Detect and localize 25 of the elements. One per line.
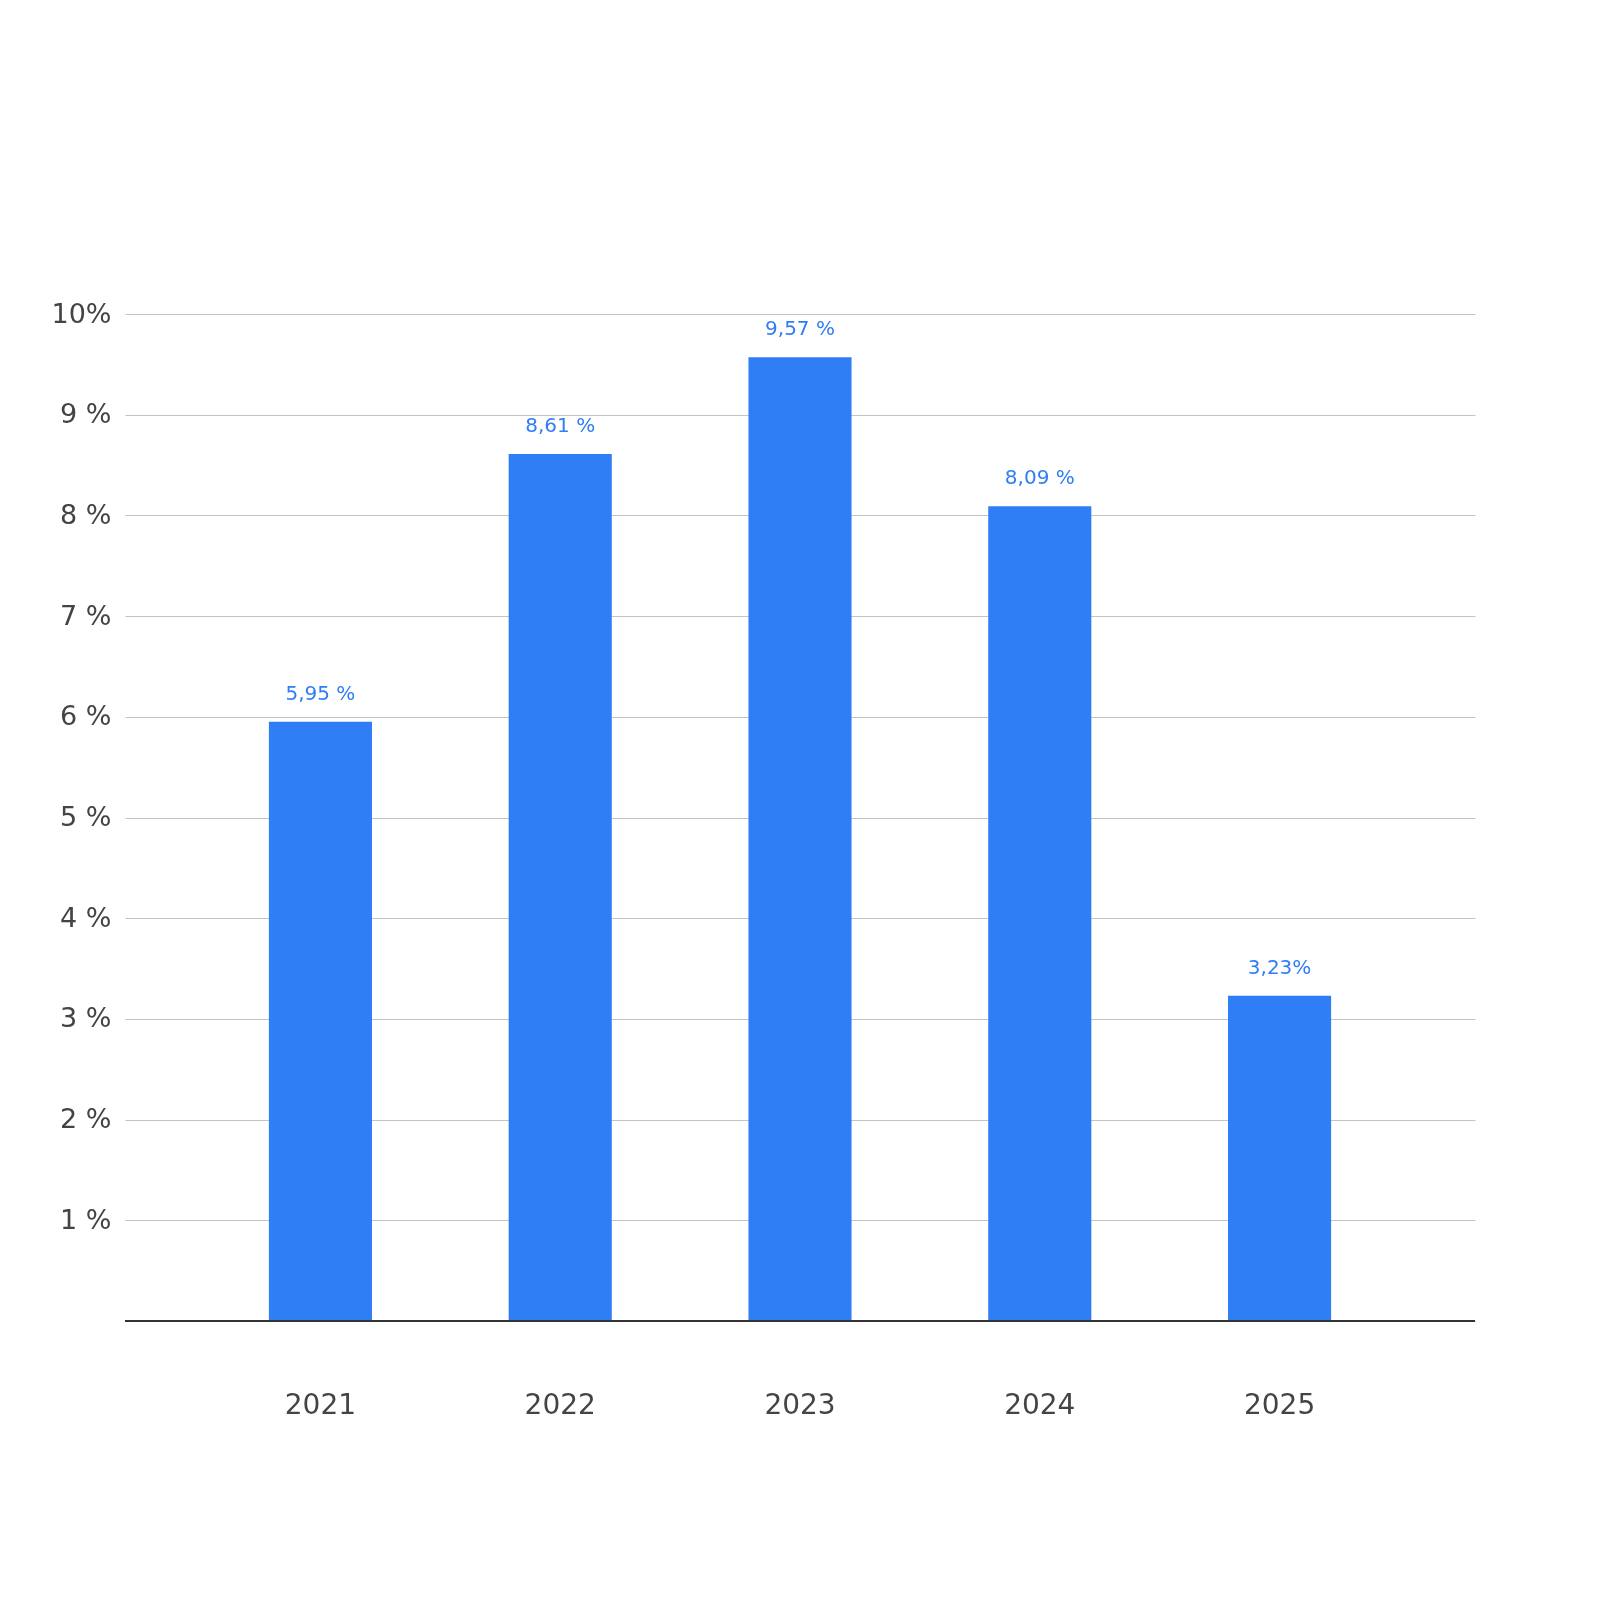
y-tick-label: 9 % <box>60 398 112 430</box>
data-label: 8,61 % <box>525 412 596 437</box>
bar <box>1228 995 1332 1321</box>
y-tick-label: 8 % <box>60 498 112 530</box>
bar <box>268 721 372 1321</box>
x-tick-label: 2022 <box>524 1387 596 1421</box>
y-tick-label: 1 % <box>60 1203 112 1235</box>
y-tick-label: 2 % <box>60 1103 112 1135</box>
data-label: 9,57 % <box>765 316 835 341</box>
data-label: 5,95 % <box>285 680 356 705</box>
y-tick-label: 6 % <box>60 700 112 732</box>
bar <box>988 506 1092 1321</box>
bar <box>748 357 852 1321</box>
data-label: 3,23% <box>1247 954 1312 979</box>
bar <box>508 453 612 1321</box>
x-tick-label: 2023 <box>764 1387 836 1421</box>
y-tick-label: 4 % <box>60 901 112 933</box>
y-tick-label: 10% <box>51 297 112 329</box>
y-tick-label: 7 % <box>60 599 112 631</box>
y-tick-label: 5 % <box>60 801 112 832</box>
data-label: 8,09 % <box>1004 465 1075 490</box>
x-tick-label: 2021 <box>284 1387 357 1421</box>
x-tick-label: 2024 <box>1004 1387 1076 1421</box>
x-tick-label: 2025 <box>1243 1387 1316 1421</box>
y-tick-label: 3 % <box>60 1002 112 1034</box>
